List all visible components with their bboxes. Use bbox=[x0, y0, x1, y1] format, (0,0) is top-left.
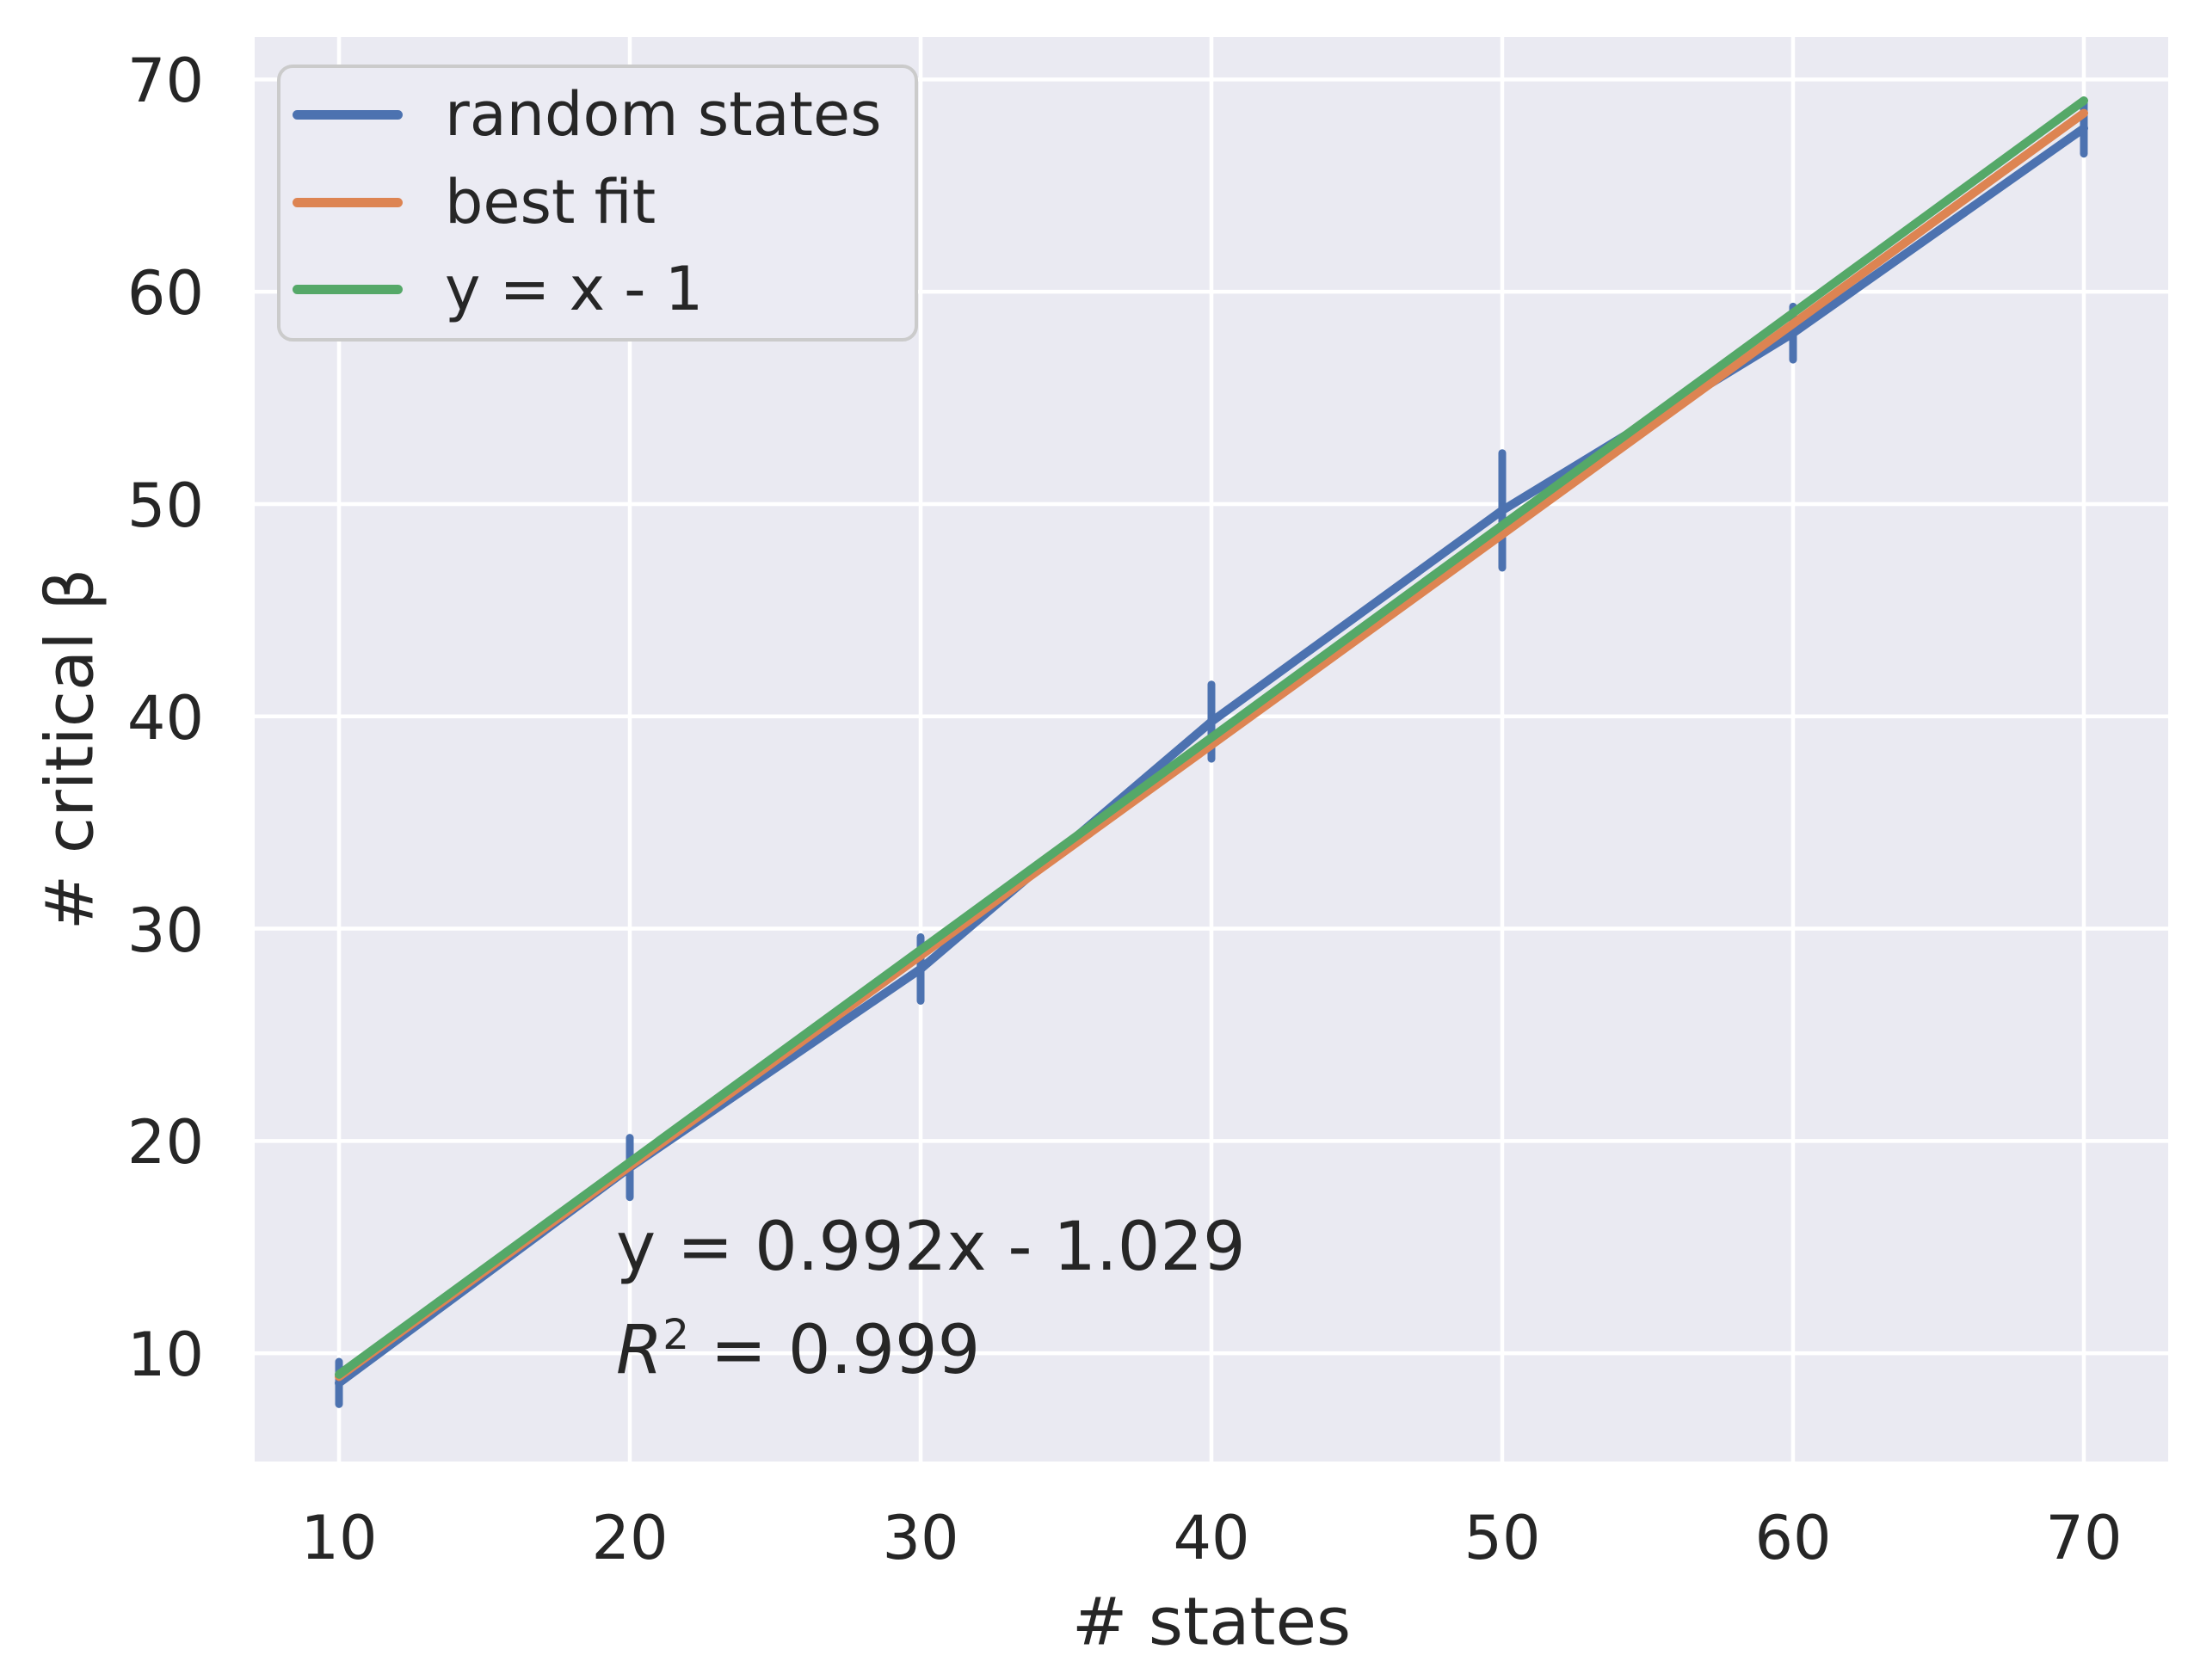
x-tick-label: 40 bbox=[1173, 1503, 1250, 1573]
y-tick-label: 30 bbox=[126, 895, 204, 966]
y-tick-label: 40 bbox=[126, 682, 204, 754]
legend: random states best fit y = x - 1 bbox=[277, 65, 918, 342]
legend-label: random states bbox=[445, 79, 882, 150]
x-tick-label: 70 bbox=[2045, 1503, 2123, 1573]
legend-label: y = x - 1 bbox=[445, 254, 704, 324]
fit-equation-annotation: y = 0.992x - 1.029 bbox=[616, 1209, 1246, 1286]
legend-swatch-best-fit bbox=[293, 197, 403, 207]
y-axis-label: # critical β bbox=[32, 568, 109, 931]
x-axis-label: # states bbox=[1071, 1584, 1352, 1661]
y-tick-label: 70 bbox=[126, 46, 204, 117]
x-tick-label: 60 bbox=[1754, 1503, 1832, 1573]
legend-item-y-equals-x-minus-1: y = x - 1 bbox=[280, 254, 915, 324]
legend-item-best-fit: best fit bbox=[280, 167, 915, 237]
r-squared-value: = 0.999 bbox=[688, 1312, 981, 1389]
legend-item-random-states: random states bbox=[280, 79, 915, 150]
y-tick-label: 20 bbox=[126, 1107, 204, 1178]
legend-swatch-random-states bbox=[293, 109, 403, 120]
r-squared-exponent: 2 bbox=[663, 1311, 689, 1359]
legend-swatch-y-equals-x-minus-1 bbox=[293, 284, 403, 294]
y-tick-label: 60 bbox=[126, 258, 204, 329]
series-line-y-x-1 bbox=[335, 96, 2088, 1379]
x-tick-label: 10 bbox=[300, 1503, 378, 1573]
y-tick-label: 50 bbox=[126, 470, 204, 541]
x-tick-label: 30 bbox=[882, 1503, 959, 1573]
legend-label: best fit bbox=[445, 167, 656, 237]
r-squared-symbol: R bbox=[616, 1312, 663, 1389]
r-squared-annotation: R2 = 0.999 bbox=[616, 1311, 980, 1389]
x-tick-label: 50 bbox=[1464, 1503, 1541, 1573]
x-tick-label: 20 bbox=[591, 1503, 669, 1573]
y-tick-label: 10 bbox=[126, 1320, 204, 1391]
